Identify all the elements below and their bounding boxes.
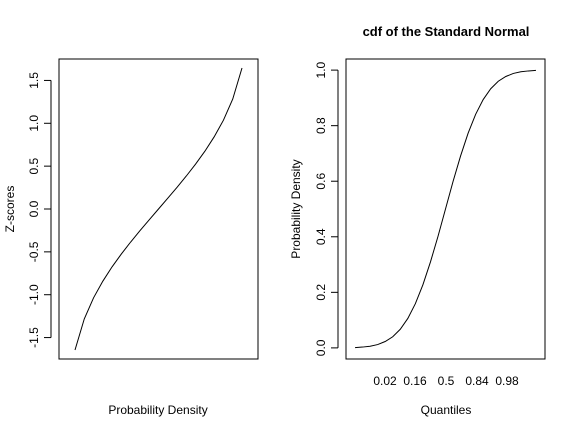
left-y-axis: -1.5 -1.0 -0.5 0.0 0.5 1.0 1.5 bbox=[27, 72, 52, 348]
right-y-tick-label: 1.0 bbox=[314, 61, 328, 78]
right-x-axis-label: Quantiles bbox=[421, 403, 472, 417]
left-y-tick-label: 1.5 bbox=[27, 72, 41, 89]
left-y-tick-label: 1.0 bbox=[27, 115, 41, 132]
left-x-axis-label: Probability Density bbox=[108, 403, 207, 417]
right-y-axis: 0.0 0.2 0.4 0.6 0.8 1.0 bbox=[314, 61, 339, 356]
right-y-tick-label: 0.8 bbox=[314, 117, 328, 134]
left-y-tick-label: -1.0 bbox=[27, 284, 41, 305]
right-y-axis-label: Probability Density bbox=[289, 159, 303, 258]
right-plot-frame bbox=[345, 58, 546, 360]
left-series-line bbox=[74, 67, 243, 351]
right-chart-title: cdf of the Standard Normal bbox=[363, 24, 530, 39]
right-x-tick-label: 0.84 bbox=[465, 374, 489, 388]
right-series-line bbox=[355, 69, 536, 349]
right-x-tick-label: 0.16 bbox=[403, 374, 427, 388]
left-y-tick-label: 0.0 bbox=[27, 200, 41, 217]
left-y-tick-label: 0.5 bbox=[27, 157, 41, 174]
left-y-tick-label: -0.5 bbox=[27, 241, 41, 262]
left-y-tick-label: -1.5 bbox=[27, 327, 41, 348]
right-panel: cdf of the Standard Normal 0.00.20.40.60… bbox=[289, 24, 546, 417]
right-x-tick-label: 0.5 bbox=[438, 374, 455, 388]
right-y-tick-label: 0.2 bbox=[314, 284, 328, 301]
right-y-tick-label: 0.6 bbox=[314, 173, 328, 190]
left-panel: -1.5 -1.0 -0.5 0.0 0.5 1.0 1.5 Probability Den… bbox=[3, 58, 259, 417]
right-x-tick-label: 0.02 bbox=[373, 374, 397, 388]
right-y-tick-label: 0.4 bbox=[314, 228, 328, 245]
left-plot-frame bbox=[58, 58, 259, 360]
right-x-tick-label: 0.98 bbox=[495, 374, 519, 388]
right-y-tick-label: 0.0 bbox=[314, 339, 328, 356]
right-x-axis: 0.02 0.16 0.5 0.84 0.98 bbox=[373, 374, 519, 388]
left-y-axis-label: Z-scores bbox=[3, 186, 17, 233]
